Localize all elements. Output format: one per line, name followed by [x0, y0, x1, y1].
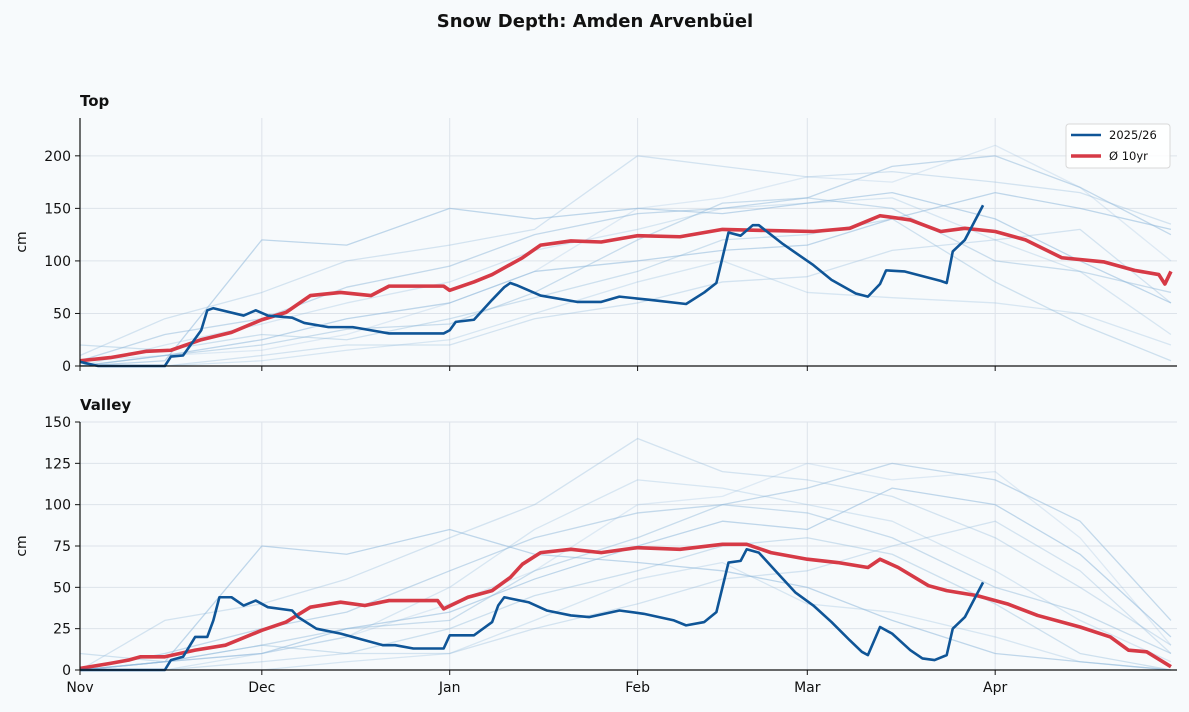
- x-tick-label: Nov: [66, 680, 93, 696]
- history-season-line: [79, 191, 1172, 367]
- legend-label: Ø 10yr: [1109, 149, 1148, 163]
- history-season-line: [80, 561, 1171, 671]
- history-season-line: [80, 228, 1172, 367]
- history-season-line: [79, 537, 1172, 671]
- history-season-line: [79, 437, 1172, 671]
- y-tick-label: 50: [53, 580, 71, 596]
- y-tick-label: 150: [44, 415, 71, 431]
- current-season-line: [79, 204, 985, 368]
- y-axis-label: cm: [14, 231, 30, 252]
- y-tick-label: 200: [44, 149, 71, 165]
- history-season-line: [79, 504, 1172, 671]
- history-season-line: [79, 462, 1172, 671]
- legend: 2025/26 Ø 10yr: [1065, 123, 1171, 169]
- ten-year-average-line: [79, 213, 1173, 363]
- history-season-line: [80, 260, 1172, 367]
- x-tick-label: Mar: [794, 680, 821, 696]
- x-tick-label: Jan: [438, 680, 461, 696]
- panel-valley: 0 25 50 75 100 125 150 Nov Dec Jan Feb Mar Apr Valley…: [14, 396, 1177, 696]
- y-tick-label: 25: [53, 622, 71, 638]
- x-tick-label: Dec: [248, 680, 275, 696]
- current-season-line: [80, 548, 985, 672]
- y-axis-label: cm: [14, 535, 30, 556]
- y-tick-label: 0: [62, 359, 71, 375]
- ten-year-average-line: [79, 542, 1172, 671]
- history-season-line: [79, 155, 1172, 357]
- y-tick-label: 100: [44, 498, 71, 514]
- x-tick-label: Feb: [625, 680, 650, 696]
- history-season-line: [79, 197, 1172, 367]
- history-season-line: [79, 144, 1172, 362]
- history-season-line: [79, 218, 1172, 362]
- panel-title: Top: [80, 92, 110, 110]
- y-tick-label: 150: [44, 201, 71, 217]
- history-season-line: [79, 197, 1172, 367]
- legend-label: 2025/26: [1109, 128, 1157, 142]
- y-tick-label: 50: [53, 306, 71, 322]
- history-season-line: [79, 155, 1172, 362]
- y-tick-label: 125: [44, 456, 71, 472]
- history-season-line: [79, 528, 1171, 671]
- x-tick-label: Apr: [983, 680, 1007, 696]
- panel-top: 0 50 100 150 200 Top cm 2025/26 Ø 10yr: [14, 92, 1177, 375]
- history-season-line: [80, 520, 1172, 671]
- history-season-line: [80, 479, 1172, 671]
- panel-title: Valley: [80, 396, 131, 414]
- y-tick-label: 75: [53, 539, 71, 555]
- chart-title: Snow Depth: Amden Arvenbüel: [437, 11, 753, 32]
- y-tick-label: 100: [44, 254, 71, 270]
- y-tick-label: 0: [62, 663, 71, 679]
- history-season-line: [79, 191, 1172, 367]
